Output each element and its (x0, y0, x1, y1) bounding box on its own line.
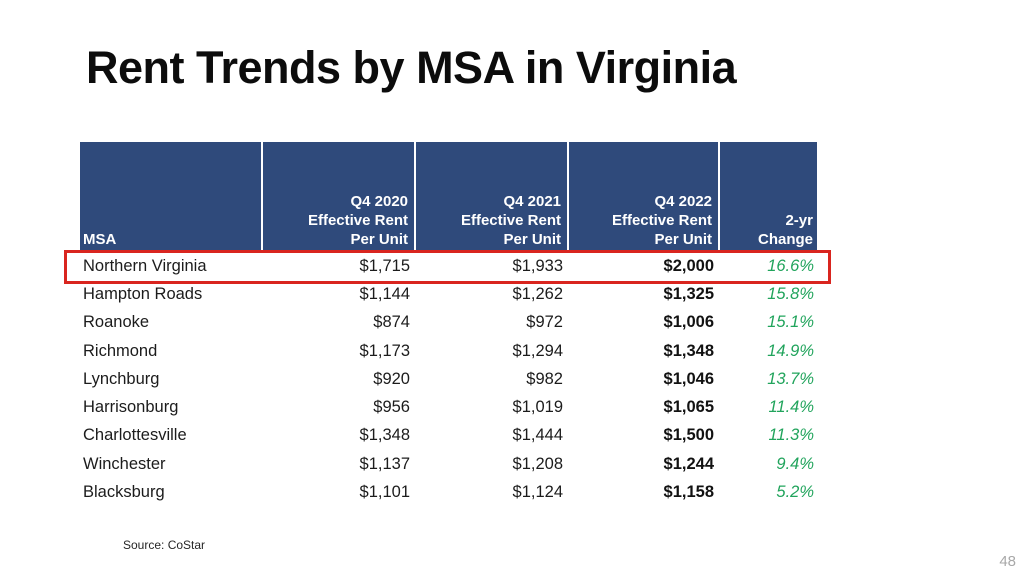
change-cell: 5.2% (776, 483, 814, 502)
change-cell: 9.4% (776, 454, 814, 473)
table-row: Charlottesville $1,348 $1,444 $1,500 11.… (80, 422, 817, 450)
q4-2020-cell: $1,715 (359, 256, 410, 275)
q4-2022-cell: $1,046 (663, 369, 714, 388)
change-cell: 16.6% (767, 256, 814, 275)
change-cell: 11.3% (768, 426, 814, 445)
q4-2022-cell: $1,348 (663, 341, 714, 360)
table-row: Hampton Roads $1,144 $1,262 $1,325 15.8% (80, 280, 817, 308)
msa-cell: Roanoke (83, 313, 150, 332)
q4-2021-cell: $1,019 (512, 398, 563, 417)
msa-cell: Harrisonburg (83, 398, 179, 417)
msa-cell: Charlottesville (83, 426, 187, 445)
msa-cell: Lynchburg (83, 369, 160, 388)
q4-2020-cell: $1,173 (359, 341, 410, 360)
table-row: Harrisonburg $956 $1,019 $1,065 11.4% (80, 393, 817, 421)
q4-2021-cell: $1,208 (512, 454, 563, 473)
q4-2020-cell: $874 (373, 313, 410, 332)
rent-table: MSA Q4 2020 Effective Rent Per Unit Q4 2… (64, 142, 831, 507)
table-row: Lynchburg $920 $982 $1,046 13.7% (80, 365, 817, 393)
q4-2020-cell: $1,348 (359, 426, 410, 445)
page-number: 48 (999, 553, 1016, 570)
column-header-msa: MSA (80, 142, 263, 252)
msa-cell: Northern Virginia (83, 256, 207, 275)
q4-2021-cell: $982 (526, 369, 563, 388)
column-header-q4-2021: Q4 2021 Effective Rent Per Unit (416, 142, 569, 252)
q4-2022-cell: $1,006 (663, 313, 714, 332)
q4-2022-cell: $1,325 (663, 284, 714, 303)
msa-cell: Winchester (83, 454, 166, 473)
q4-2022-cell: $1,158 (663, 483, 714, 502)
change-cell: 14.9% (767, 341, 814, 360)
table-row: Richmond $1,173 $1,294 $1,348 14.9% (80, 337, 817, 365)
q4-2020-cell: $956 (373, 398, 410, 417)
q4-2020-cell: $1,137 (359, 454, 410, 473)
column-header-q4-2022: Q4 2022 Effective Rent Per Unit (569, 142, 720, 252)
change-cell: 13.7% (767, 369, 814, 388)
q4-2022-cell: $1,244 (663, 454, 714, 473)
page-title: Rent Trends by MSA in Virginia (86, 42, 737, 93)
q4-2021-cell: $1,124 (512, 483, 563, 502)
column-header-q4-2020: Q4 2020 Effective Rent Per Unit (263, 142, 416, 252)
change-cell: 11.4% (768, 398, 814, 417)
table-row: Blacksburg $1,101 $1,124 $1,158 5.2% (80, 478, 817, 506)
table-row: Northern Virginia $1,715 $1,933 $2,000 1… (80, 252, 817, 280)
q4-2021-cell: $1,262 (512, 284, 563, 303)
q4-2022-cell: $1,500 (663, 426, 714, 445)
change-cell: 15.8% (767, 284, 814, 303)
table-header-row: MSA Q4 2020 Effective Rent Per Unit Q4 2… (80, 142, 817, 252)
q4-2020-cell: $920 (373, 369, 410, 388)
msa-cell: Hampton Roads (83, 284, 203, 303)
q4-2021-cell: $972 (526, 313, 563, 332)
q4-2020-cell: $1,101 (359, 483, 410, 502)
column-header-2yr-change: 2-yr Change (757, 211, 813, 248)
q4-2021-cell: $1,933 (512, 256, 563, 275)
msa-cell: Blacksburg (83, 483, 165, 502)
q4-2022-cell: $1,065 (663, 398, 714, 417)
q4-2021-cell: $1,294 (512, 341, 563, 360)
source-note: Source: CoStar (123, 538, 206, 552)
table-row: Winchester $1,137 $1,208 $1,244 9.4% (80, 450, 817, 478)
q4-2020-cell: $1,144 (359, 284, 410, 303)
q4-2021-cell: $1,444 (512, 426, 563, 445)
table-body: Northern Virginia $1,715 $1,933 $2,000 1… (80, 252, 817, 507)
q4-2022-cell: $2,000 (663, 256, 714, 275)
change-cell: 15.1% (767, 313, 814, 332)
msa-cell: Richmond (83, 341, 158, 360)
table-row: Roanoke $874 $972 $1,006 15.1% (80, 309, 817, 337)
